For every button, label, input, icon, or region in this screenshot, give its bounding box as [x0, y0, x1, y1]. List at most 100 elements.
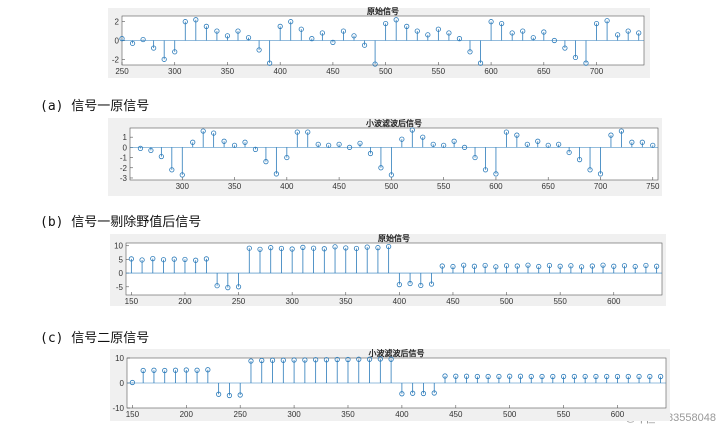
stem — [482, 262, 488, 274]
x-tick-label: 400 — [280, 182, 294, 191]
stem-marker — [298, 26, 304, 32]
stem-marker — [291, 357, 297, 363]
stem-marker — [632, 263, 638, 270]
stem — [235, 273, 242, 290]
stem — [356, 356, 362, 383]
y-tick-label: -10 — [112, 404, 124, 413]
stem — [562, 40, 568, 51]
stem-marker — [294, 129, 300, 135]
stem — [214, 273, 220, 289]
stem — [604, 373, 610, 383]
stem-marker — [566, 149, 572, 156]
stem-marker — [583, 60, 589, 66]
stem-marker — [193, 257, 199, 263]
stem — [298, 26, 304, 41]
stem — [343, 245, 349, 274]
stem-marker — [280, 357, 286, 363]
stem — [357, 140, 363, 148]
y-tick-label: 10 — [114, 242, 123, 251]
stem-marker — [418, 282, 424, 289]
stem-marker — [461, 144, 468, 150]
stem — [388, 147, 394, 178]
stem-marker — [639, 139, 645, 145]
stem-marker — [353, 245, 360, 252]
stem — [499, 20, 505, 41]
stem-marker — [205, 367, 211, 373]
stem — [650, 142, 656, 148]
x-tick-label: 450 — [326, 67, 340, 76]
stem — [252, 146, 259, 153]
stem — [216, 383, 222, 397]
x-tick-label: 550 — [553, 297, 567, 306]
stem-marker — [343, 245, 349, 251]
stem-marker — [625, 373, 631, 380]
x-tick-label: 550 — [557, 410, 571, 419]
stem-marker — [629, 139, 635, 145]
stem-marker — [471, 263, 477, 269]
stem-marker — [246, 245, 252, 251]
x-tick-label: 450 — [449, 410, 463, 419]
stem — [615, 32, 621, 41]
stem-marker — [172, 367, 179, 373]
stem — [618, 128, 625, 148]
stem — [129, 40, 136, 46]
stem-marker — [604, 373, 610, 380]
stem — [539, 373, 545, 383]
stem-marker — [284, 154, 290, 161]
stem — [161, 40, 167, 62]
caption: (a) 信号一原信号 — [40, 99, 149, 114]
stem-marker — [326, 142, 332, 148]
stem — [205, 367, 211, 383]
stem — [366, 356, 373, 383]
stem-marker — [309, 36, 315, 42]
stem-marker — [600, 262, 606, 268]
stem-marker — [568, 263, 574, 269]
stem — [503, 263, 510, 274]
stem-marker — [129, 379, 135, 386]
stem — [169, 147, 175, 173]
stem-marker — [456, 36, 463, 42]
stem-marker — [193, 17, 199, 23]
stem-marker — [530, 35, 536, 41]
stem — [200, 128, 206, 148]
stem — [334, 356, 340, 383]
stem — [302, 357, 308, 383]
stem — [582, 373, 588, 383]
stem-marker — [366, 356, 373, 362]
stem-marker — [578, 264, 585, 270]
stem-marker — [273, 171, 279, 177]
x-tick-label: 550 — [437, 182, 451, 191]
stem-marker — [407, 280, 413, 287]
stem — [203, 256, 209, 274]
stem — [140, 367, 146, 383]
stem-marker — [151, 367, 157, 373]
stem — [535, 138, 541, 148]
stem — [367, 147, 374, 157]
stem-marker — [485, 373, 491, 380]
stem-marker — [148, 147, 154, 154]
stem-marker — [414, 28, 420, 34]
caption: (b) 信号一剔除野值后信号 — [40, 214, 201, 230]
stem — [520, 28, 526, 41]
stem — [361, 40, 368, 48]
stem — [625, 373, 631, 383]
stem-marker — [430, 141, 436, 147]
stem — [310, 245, 317, 274]
x-tick-label: 600 — [607, 297, 621, 306]
stem-marker — [226, 392, 233, 399]
stem — [140, 36, 146, 43]
stem — [211, 130, 217, 148]
stem-marker — [388, 356, 394, 362]
stem — [372, 40, 378, 67]
x-tick-label: 600 — [489, 182, 503, 191]
x-tick-label: 350 — [228, 182, 242, 191]
stem — [171, 256, 177, 274]
stem-marker — [654, 263, 660, 269]
stem — [256, 40, 262, 53]
stem-marker — [364, 244, 370, 250]
stem-marker — [203, 23, 209, 29]
stem-marker — [435, 26, 441, 32]
stem — [407, 273, 413, 287]
stem-marker — [546, 262, 553, 269]
